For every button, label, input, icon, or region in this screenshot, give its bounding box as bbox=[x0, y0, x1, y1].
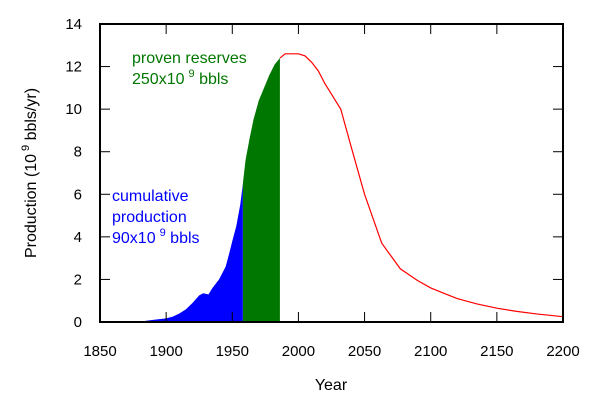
x-tick-label: 2100 bbox=[414, 343, 447, 360]
annotation-reserves-exponent: 9 bbox=[189, 68, 195, 80]
y-tick-label: 6 bbox=[74, 186, 82, 203]
y-axis-title-post: bbls/yr) bbox=[23, 88, 40, 145]
annotation-cumulative-line1: cumulative bbox=[112, 188, 189, 205]
annotation-reserves-value: 250x10 bbox=[132, 71, 185, 88]
annotation-reserves-line2: 250x10 9 bbls bbox=[132, 68, 228, 88]
area-cumulative-production bbox=[100, 183, 243, 322]
y-tick-label: 4 bbox=[74, 229, 82, 246]
annotation-cumulative-value: 90x10 bbox=[112, 230, 156, 247]
annotation-reserves-unit: bbls bbox=[195, 71, 229, 88]
annotation-cumulative-line2: production bbox=[112, 209, 187, 226]
x-tick-label: 2150 bbox=[480, 343, 513, 360]
x-tick-label: 1900 bbox=[149, 343, 182, 360]
x-tick-label: 2000 bbox=[282, 343, 315, 360]
area-proven-reserves bbox=[242, 58, 280, 323]
plot-frame bbox=[99, 23, 564, 323]
x-tick-label: 1850 bbox=[83, 343, 116, 360]
annotation-reserves-line1: proven reserves bbox=[132, 50, 247, 67]
x-tick-label: 1950 bbox=[216, 343, 249, 360]
x-tick-label: 2050 bbox=[348, 343, 381, 360]
y-tick-label: 0 bbox=[74, 314, 82, 331]
y-tick-label: 2 bbox=[74, 271, 82, 288]
line-projected-production bbox=[279, 53, 564, 318]
x-axis-title: Year bbox=[315, 377, 348, 394]
y-axis-title: Production (10 9 bbls/yr) bbox=[20, 88, 40, 258]
annotation-cumulative-line3: 90x10 9 bbls bbox=[112, 227, 200, 247]
y-axis-title-sup: 9 bbox=[20, 145, 32, 151]
annotation-cumulative-exponent: 9 bbox=[160, 227, 166, 239]
annotation-cumulative-unit: bbls bbox=[166, 230, 200, 247]
y-tick-label: 8 bbox=[74, 144, 82, 161]
y-tick-label: 14 bbox=[65, 16, 82, 33]
x-tick-label: 2200 bbox=[546, 343, 579, 360]
y-axis-title-pre: Production (10 bbox=[23, 154, 40, 258]
ticks: 1850 1900 1950 2000 2050 2100 2150 2200 0 2 4 6 8 10 1… bbox=[65, 16, 579, 360]
annotation-reserves: proven reserves 250x10 9 bbls bbox=[132, 50, 247, 88]
series-areas bbox=[100, 53, 564, 323]
annotation-cumulative: cumulative production 90x10 9 bbls bbox=[112, 188, 200, 247]
y-tick-label: 12 bbox=[65, 59, 82, 76]
y-tick-label: 10 bbox=[65, 101, 82, 118]
axes bbox=[99, 23, 564, 323]
